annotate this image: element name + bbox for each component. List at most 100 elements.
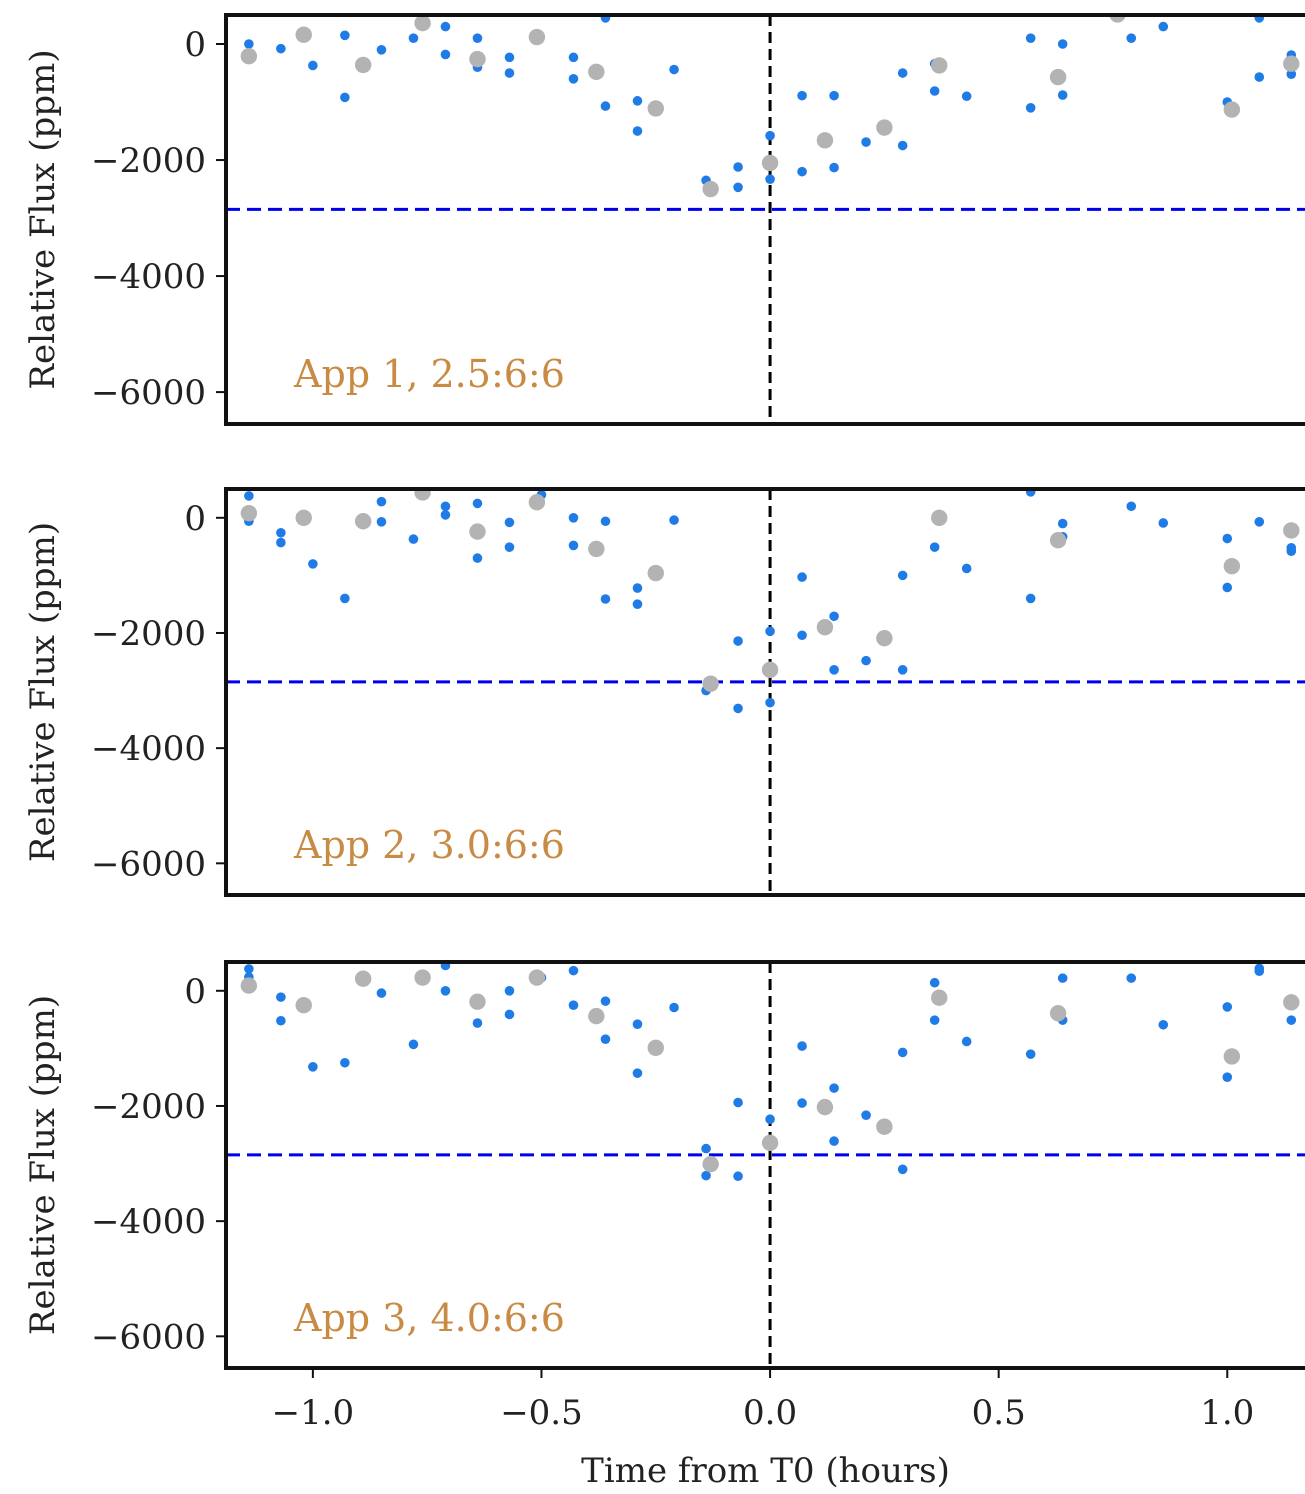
y-axis-label: Relative Flux (ppm)	[23, 49, 63, 389]
panel-1: 0 −2000 −4000 −6000 Relative Flux (ppm) App 1…	[23, 13, 1305, 426]
unbinned-data-point	[816, 619, 834, 636]
unbinned-data-point	[240, 504, 258, 522]
unbinned-data-point	[761, 661, 779, 679]
x-tick-label: 0.5	[972, 1393, 1026, 1433]
binned-data-point	[440, 962, 451, 971]
unbinned-data-point	[931, 989, 948, 1006]
binned-data-point	[632, 126, 643, 136]
binned-data-point	[1222, 1002, 1233, 1012]
unbinned-data-point	[354, 970, 372, 987]
binned-data-point	[1126, 33, 1137, 44]
y-tick-label: −6000	[91, 844, 206, 884]
binned-data-point	[600, 996, 611, 1006]
unbinned-data-point	[469, 993, 486, 1010]
panel-label: App 2, 3.0:6:6	[293, 823, 565, 867]
binned-data-point	[632, 599, 643, 609]
x-tick-label: −1.0	[272, 1393, 355, 1433]
binned-data-point	[632, 1019, 643, 1029]
unbinned-data-point	[240, 977, 258, 994]
binned-data-point	[600, 1034, 611, 1044]
binned-data-point	[1222, 533, 1233, 544]
binned-data-point	[504, 1009, 515, 1020]
binned-data-point	[472, 553, 483, 563]
unbinned-data-point	[588, 1007, 605, 1025]
binned-data-point	[765, 697, 775, 708]
binned-data-point	[1286, 1015, 1297, 1025]
binned-data-point	[440, 985, 451, 996]
binned-data-point	[504, 985, 515, 996]
binned-data-point	[701, 1143, 711, 1154]
plot-frame	[224, 13, 1305, 426]
binned-data-point	[472, 498, 483, 509]
unbinned-data-point	[702, 1155, 719, 1173]
unbinned-data-point	[588, 63, 605, 81]
binned-data-point	[765, 1114, 775, 1125]
binned-data-point	[276, 992, 286, 1002]
binned-data-point	[504, 542, 515, 552]
binned-data-point	[440, 501, 451, 512]
y-tick-label: −4000	[91, 1202, 206, 1242]
binned-data-point	[669, 515, 679, 525]
binned-data-point	[1025, 1049, 1036, 1059]
binned-data-point	[276, 43, 286, 54]
binned-data-point	[276, 527, 286, 538]
binned-data-point	[829, 1136, 839, 1146]
binned-data-point	[1158, 21, 1169, 32]
unbinned-data-point	[647, 1039, 664, 1057]
unbinned-data-point	[931, 57, 948, 74]
unbinned-data-point	[295, 509, 312, 526]
binned-data-point	[1025, 103, 1036, 113]
binned-data-point	[733, 1171, 743, 1182]
unbinned-data-point	[469, 50, 486, 68]
binned-data-point	[765, 130, 775, 141]
binned-data-point	[632, 1068, 643, 1078]
binned-data-point	[340, 593, 350, 604]
y-tick-label: −6000	[91, 373, 206, 413]
binned-data-point	[1222, 1072, 1233, 1082]
y-tick-label: −4000	[91, 729, 206, 769]
binned-data-point	[1126, 973, 1137, 983]
binned-data-point	[600, 594, 611, 604]
binned-data-point	[829, 90, 839, 101]
y-tick-label: −4000	[91, 257, 206, 297]
binned-data-point	[1222, 582, 1233, 593]
binned-data-point	[897, 68, 908, 78]
x-axis-label: Time from T0 (hours)	[581, 1451, 950, 1491]
unbinned-data-point	[414, 969, 431, 986]
unbinned-data-point	[1283, 55, 1300, 72]
binned-data-point	[861, 137, 871, 147]
binned-data-point	[897, 1164, 908, 1175]
x-tick-label: 0.0	[743, 1393, 797, 1433]
binned-data-point	[376, 496, 387, 507]
binned-data-point	[504, 68, 515, 78]
y-tick-label: 0	[184, 499, 206, 539]
unbinned-data-point	[876, 1118, 893, 1135]
y-tick-label: 0	[184, 25, 206, 65]
unbinned-data-point	[354, 56, 372, 74]
binned-data-point	[568, 540, 579, 551]
binned-data-point	[961, 563, 972, 574]
binned-data-point	[669, 1002, 679, 1013]
binned-data-point	[600, 101, 611, 111]
binned-data-point	[568, 965, 579, 976]
binned-data-point	[733, 636, 743, 646]
unbinned-data-point	[1283, 994, 1300, 1011]
binned-data-point	[376, 45, 387, 55]
binned-data-point	[440, 21, 451, 32]
unbinned-data-point	[761, 1134, 779, 1152]
binned-data-point	[408, 33, 419, 44]
binned-data-point	[797, 166, 807, 177]
unbinned-data-point	[1049, 1005, 1067, 1022]
binned-data-point	[733, 1097, 743, 1108]
binned-data-point	[797, 630, 807, 641]
binned-data-point	[897, 140, 908, 151]
binned-data-point	[504, 52, 515, 63]
binned-data-point	[797, 1098, 807, 1108]
binned-data-point	[829, 162, 839, 173]
binned-data-point	[961, 91, 972, 102]
binned-data-point	[1057, 39, 1068, 49]
unbinned-data-point	[1223, 557, 1241, 575]
plot-area	[226, 489, 1305, 895]
binned-data-point	[829, 665, 839, 675]
unbinned-data-point	[876, 629, 893, 647]
